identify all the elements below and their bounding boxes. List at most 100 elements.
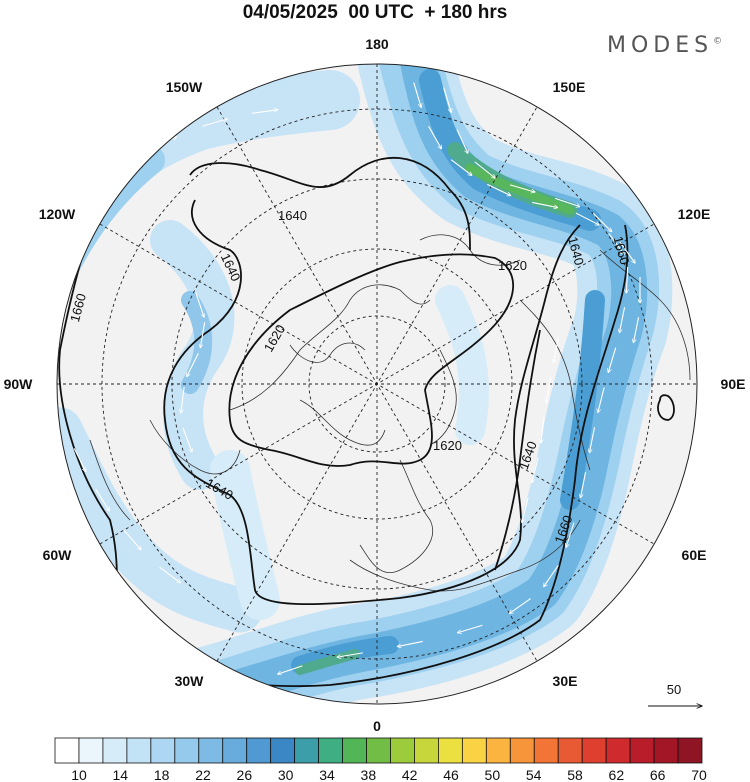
- lon-label-120w: 120W: [39, 206, 76, 222]
- colorbar-swatch: [509, 737, 535, 764]
- colorbar-swatch: [54, 737, 80, 764]
- map-title: 04/05/2025 00 UTC + 180 hrs: [242, 2, 508, 23]
- wind-vector-arrow: [106, 165, 128, 181]
- colorbar-swatch: [438, 737, 463, 764]
- wind-vector-arrow: [487, 183, 510, 195]
- wind-vector-arrow: [626, 266, 627, 293]
- colorbar-swatch: [150, 737, 176, 764]
- contour-1660: [58, 214, 629, 688]
- colorbar-tick-label: 50: [485, 767, 501, 782]
- contour-label: 1620: [433, 438, 462, 453]
- coastlines: [89, 234, 691, 592]
- wind-vector-arrow: [397, 640, 423, 646]
- wind-vector-arrow: [566, 522, 575, 548]
- wind-vector-arrow: [195, 292, 204, 318]
- lon-label-60e: 60E: [682, 547, 707, 563]
- wind-vector-arrow: [456, 129, 468, 154]
- wind-vector-arrow: [532, 201, 557, 207]
- colorbar-swatch: [366, 737, 391, 764]
- wind-vector-arrow: [509, 598, 531, 614]
- colorbar-swatch: [294, 737, 319, 764]
- colorbar-swatch: [342, 737, 367, 764]
- contour-label: 1620: [498, 258, 527, 273]
- contour-1640-west: [189, 156, 471, 251]
- colorbar-swatch: [629, 737, 655, 764]
- reference-vector: 50: [648, 682, 702, 706]
- wind-vector-arrow: [474, 161, 495, 178]
- wind-vector-arrow: [532, 457, 539, 482]
- lon-label-30e: 30E: [553, 673, 578, 689]
- meridians: [57, 64, 697, 704]
- modes-logo: MODES©: [607, 33, 722, 58]
- wind-vector-arrow: [608, 233, 624, 254]
- colorbar-tick-label: 54: [526, 767, 542, 782]
- colorbar-swatch: [102, 737, 128, 764]
- colorbar-tick-label: 14: [113, 767, 129, 782]
- wind-vector-arrow: [443, 87, 451, 113]
- wind-vector-arrow: [522, 497, 529, 522]
- wind-vector-arrow: [73, 448, 86, 471]
- colorbar-swatch: [318, 737, 343, 764]
- colorbar-labels: 10 14 18 22 26 30 34 38 42 46 50 54 58 62 66 70: [71, 767, 707, 782]
- wind-vector-arrow: [592, 212, 611, 231]
- map-border: [56, 63, 698, 705]
- wind-vector-arrow: [633, 317, 640, 342]
- wind-vector-arrow: [181, 387, 185, 413]
- colorbar-swatch: [78, 737, 104, 764]
- colorbar-swatch: [677, 737, 703, 764]
- wind-vector-arrow: [619, 307, 626, 332]
- reference-vector-label: 50: [667, 682, 681, 697]
- wind-vector-arrow: [546, 377, 552, 403]
- wind-vector-arrow: [428, 125, 442, 149]
- wind-vector-arrow: [553, 337, 560, 362]
- contour-1660-east-small: [657, 394, 675, 421]
- colorbar-swatch: [653, 737, 679, 764]
- logo-text: MODES: [607, 33, 714, 58]
- contour-label: 1660: [67, 292, 89, 324]
- colorbar-tick-label: 66: [650, 767, 666, 782]
- colorbar-swatch: [557, 737, 583, 764]
- contour-1620-inner: [228, 253, 515, 467]
- wind-vector-arrow: [509, 184, 535, 192]
- wind-vector-arrow: [413, 82, 421, 108]
- lon-label-120e: 120E: [678, 206, 711, 222]
- colorbar-swatch: [270, 737, 296, 764]
- colorbar-swatch: [533, 737, 559, 764]
- colorbar-swatch: [581, 737, 607, 764]
- wind-vector-arrow: [218, 685, 243, 694]
- longitude-labels: 180 0 90W 90E 150W 120W 60W 30W 150E 120…: [4, 36, 746, 734]
- wind-vector-arrow: [159, 566, 181, 583]
- contour-label: 1660: [610, 234, 632, 266]
- wind-vector-arrow: [278, 665, 303, 674]
- contour-label: 1640: [565, 235, 587, 267]
- contour-1640-east: [494, 329, 541, 571]
- colorbar-tick-label: 42: [402, 767, 418, 782]
- wind-vector-arrow: [202, 119, 228, 127]
- lon-label-150e: 150E: [553, 79, 586, 95]
- wind-vector-arrow: [182, 427, 192, 452]
- wind-vector-arrow: [458, 624, 483, 632]
- colorbar-tick-label: 30: [278, 767, 294, 782]
- colorbar-tick-label: 34: [319, 767, 335, 782]
- wind-vector-arrow: [544, 564, 559, 586]
- lon-label-60w: 60W: [43, 547, 73, 563]
- logo-copyright-mark: ©: [713, 36, 723, 47]
- colorbar-tick-label: 38: [361, 767, 377, 782]
- wind-vector-arrow: [541, 417, 545, 443]
- colorbar-tick-label: 58: [567, 767, 583, 782]
- wind-vector-arrow: [619, 241, 635, 263]
- wind-vector-arrow: [187, 353, 199, 376]
- colorbar-swatch: [246, 737, 272, 764]
- lon-label-30w: 30W: [175, 673, 205, 689]
- lon-label-90w: 90W: [4, 376, 34, 392]
- colorbar-swatch: [461, 737, 487, 764]
- wind-vector-arrow: [598, 387, 605, 412]
- wind-vector-arrow: [580, 472, 587, 497]
- lon-label-0: 0: [373, 718, 381, 734]
- colorbar-tick-label: 26: [237, 767, 253, 782]
- lon-label-150w: 150W: [166, 79, 203, 95]
- colorbar-tick-label: 22: [195, 767, 211, 782]
- wind-vector-arrow: [554, 197, 580, 206]
- wind-vector-arrow: [589, 427, 596, 452]
- colorbar-tick-label: 46: [443, 767, 459, 782]
